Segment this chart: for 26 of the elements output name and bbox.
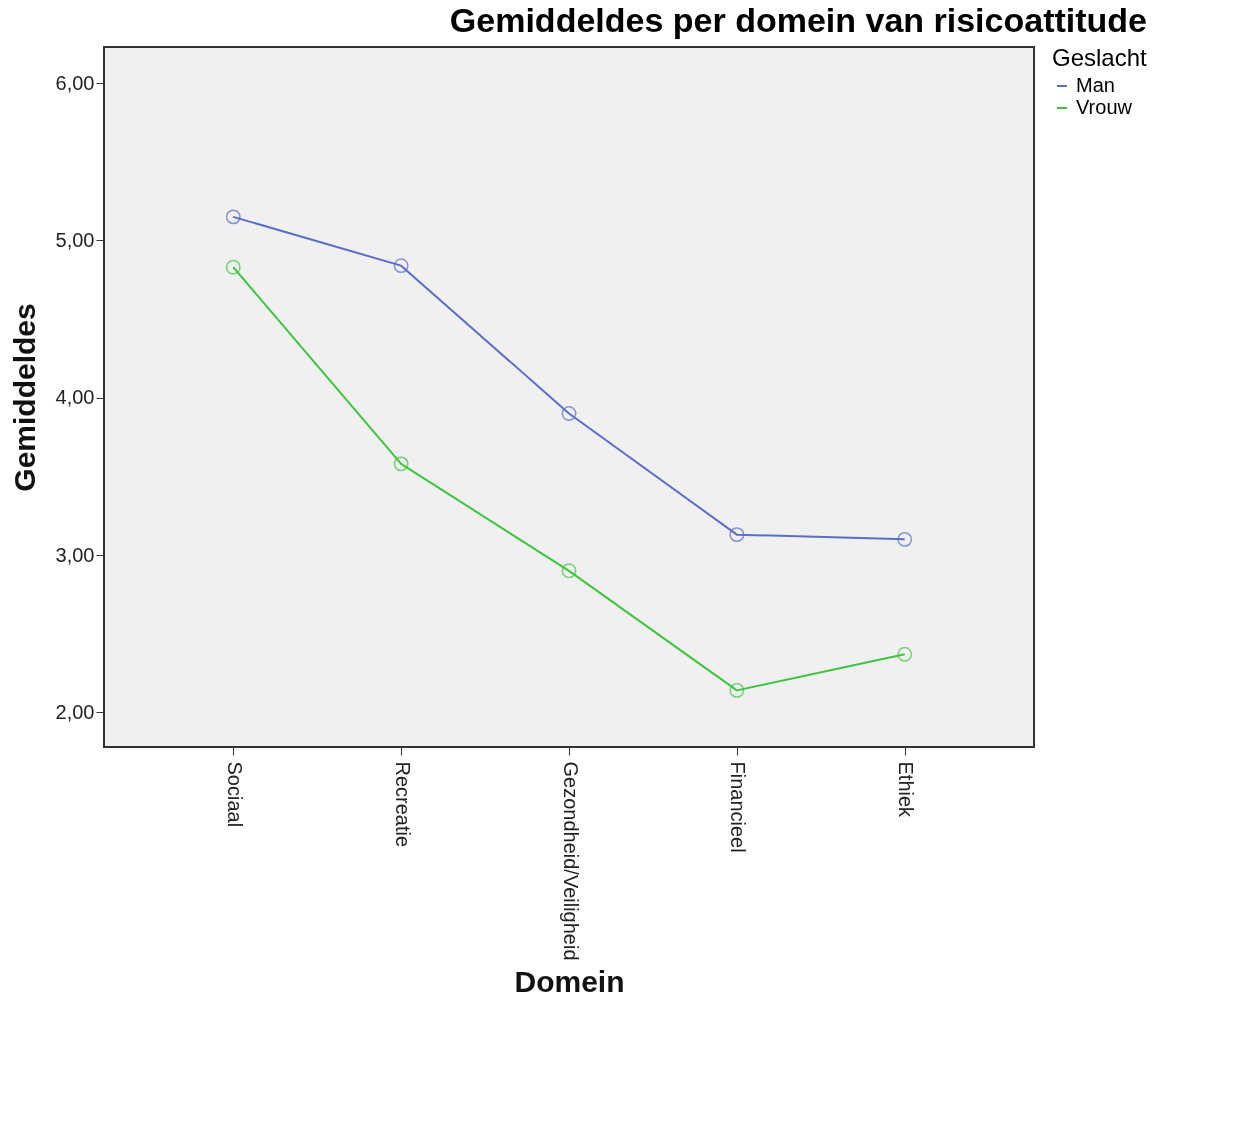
x-tick-label: Recreatie: [391, 761, 414, 848]
x-tick-label: Sociaal: [223, 761, 246, 828]
chart-title: Gemiddeldes per domein van risicoattitude: [449, 1, 1147, 39]
x-axis-title: Domein: [514, 964, 625, 998]
legend-label: Man: [1076, 74, 1115, 96]
y-tick-label: 3,00: [55, 543, 95, 566]
point: [561, 406, 577, 421]
point: [393, 456, 409, 472]
y-tick-label: 6,00: [55, 71, 95, 94]
point: [897, 531, 913, 547]
x-tick-label: Ethiek: [895, 761, 918, 819]
y-axis-title: Gemiddeldes: [7, 303, 41, 492]
point: [561, 563, 577, 579]
x-tick-label: Gezondheid/Veiligheid: [559, 761, 582, 961]
point: [225, 209, 241, 225]
legend-title: Geslacht: [1052, 44, 1148, 71]
x-tick-label: Financieel: [727, 761, 750, 853]
y-tick-label: 2,00: [55, 700, 95, 723]
y-tick-label: 4,00: [55, 386, 95, 409]
y-tick-label: 5,00: [55, 228, 95, 251]
point: [393, 258, 409, 274]
point: [729, 682, 745, 698]
point: [225, 259, 241, 275]
point: [729, 527, 745, 543]
legend-label: Vrouw: [1076, 96, 1133, 118]
point: [897, 646, 913, 662]
